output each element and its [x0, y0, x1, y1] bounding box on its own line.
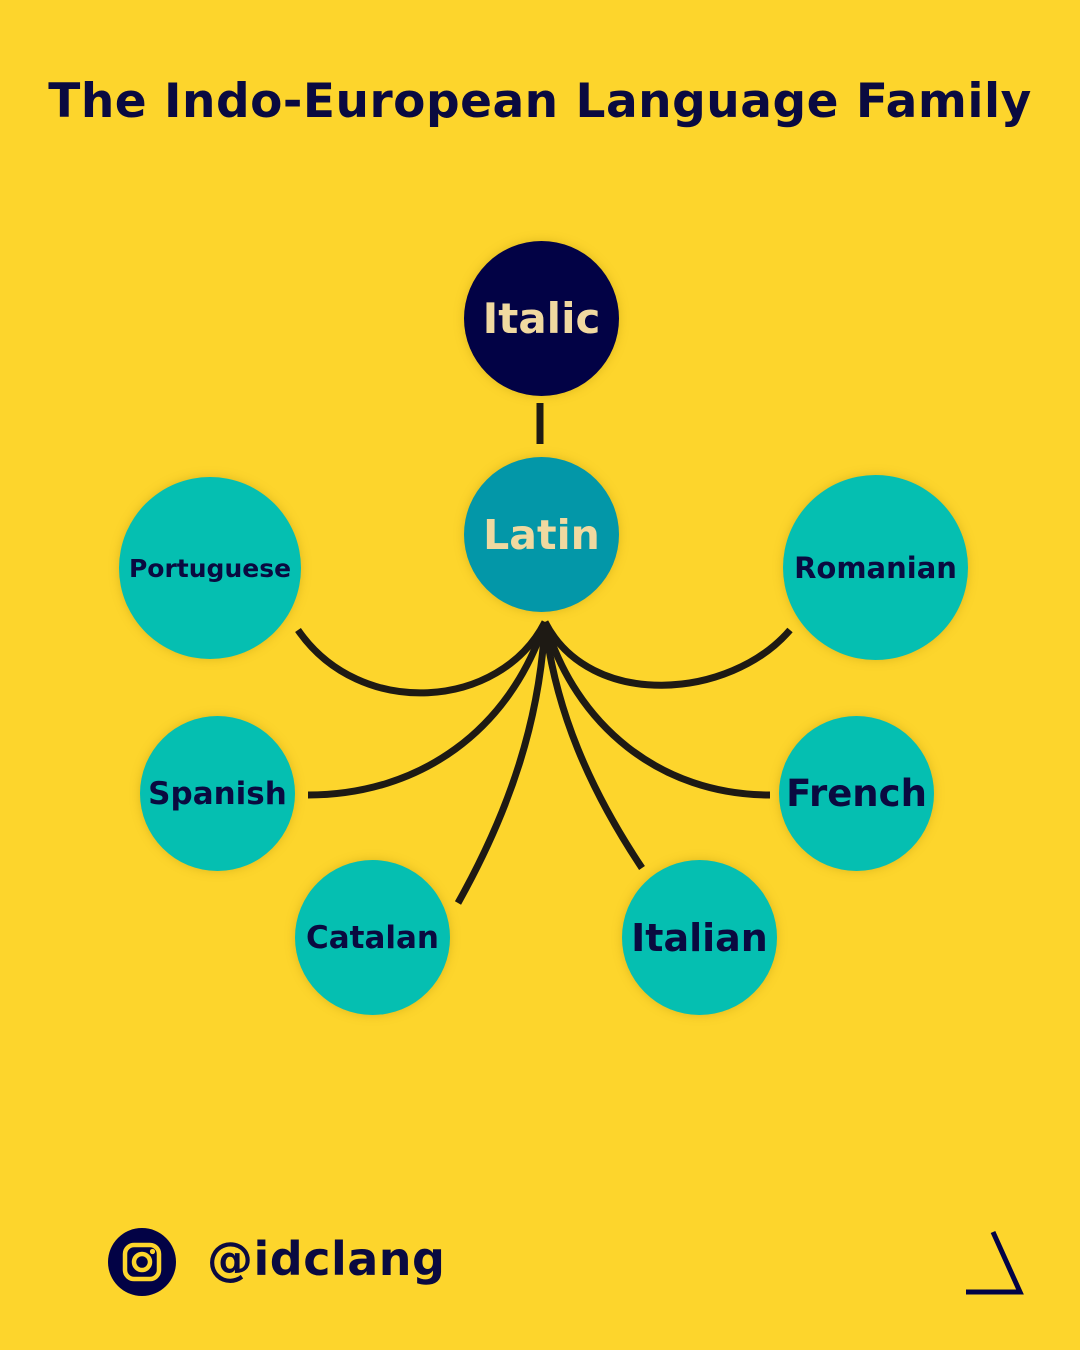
node-romanian-label: Romanian: [794, 550, 957, 585]
node-romanian: Romanian: [783, 475, 968, 660]
edge-latin-catalan: [454, 621, 549, 905]
edge-latin-romanian: [541, 620, 793, 689]
node-french: French: [779, 716, 934, 871]
node-italic: Italic: [464, 241, 619, 396]
node-italic-label: Italic: [482, 294, 601, 343]
social-handle[interactable]: @idclang: [207, 1232, 446, 1286]
edge-latin-spanish: [307, 620, 549, 799]
delta-logo-icon: [966, 1230, 1024, 1295]
node-italian: Italian: [622, 860, 777, 1015]
node-portuguese: Portuguese: [119, 477, 301, 659]
page-title: The Indo-European Language Family: [48, 74, 1032, 129]
node-latin: Latin: [464, 457, 619, 612]
node-latin-label: Latin: [483, 510, 600, 559]
node-french-label: French: [786, 772, 927, 815]
edge-latin-portuguese: [295, 620, 549, 697]
node-catalan: Catalan: [295, 860, 450, 1015]
instagram-icon[interactable]: [107, 1227, 177, 1297]
node-catalan-label: Catalan: [305, 919, 440, 956]
edge-latin-french: [541, 621, 771, 799]
node-spanish-label: Spanish: [148, 775, 287, 812]
node-portuguese-label: Portuguese: [128, 553, 292, 583]
node-spanish: Spanish: [140, 716, 295, 871]
node-italian-label: Italian: [631, 915, 768, 960]
edge-latin-italian: [541, 621, 645, 870]
